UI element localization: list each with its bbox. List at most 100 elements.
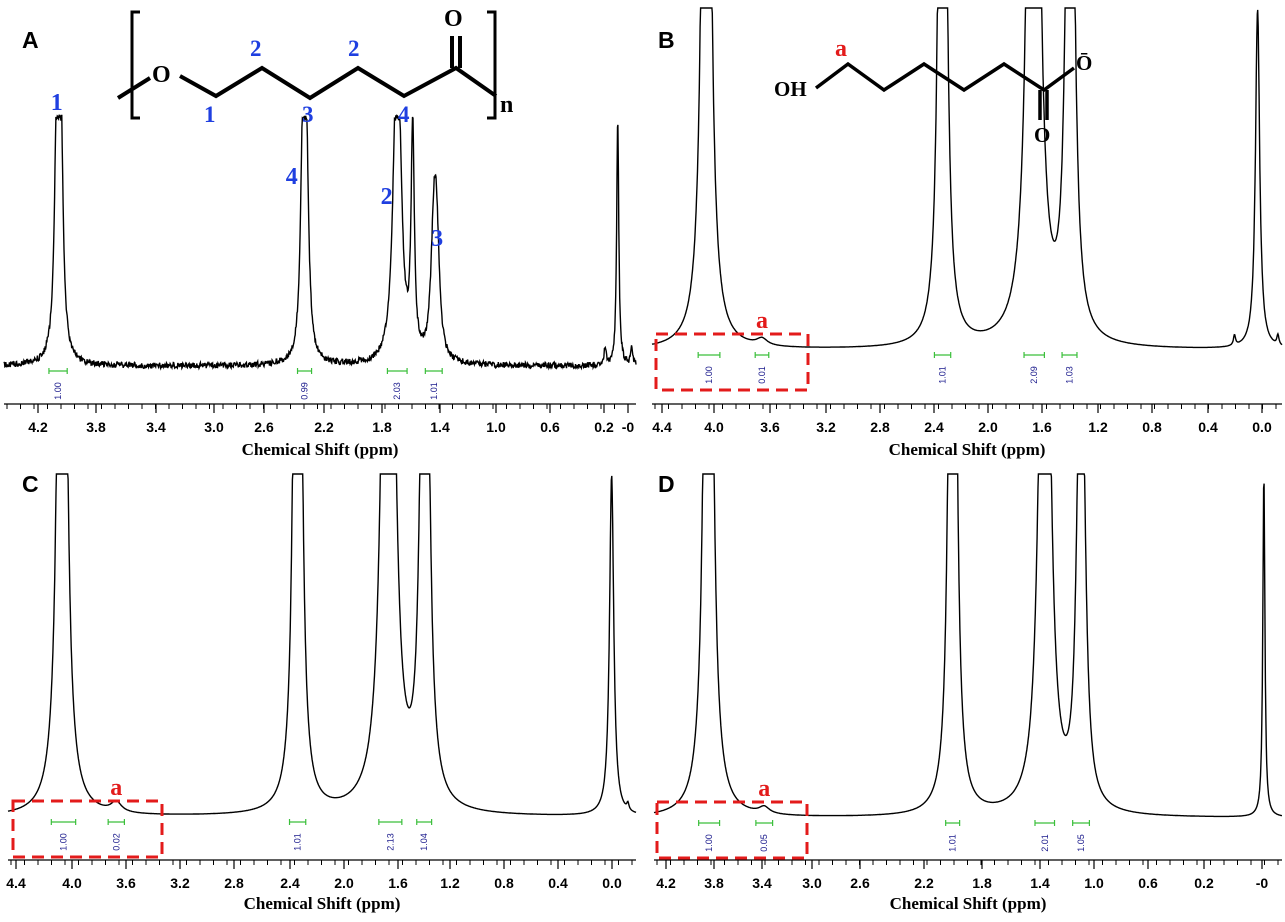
integral-bracket <box>933 352 952 358</box>
x-tick-label: 2.0 <box>978 419 998 435</box>
structure-b-carbonyl-oxygen: O <box>1034 123 1050 147</box>
structure-a-carbon-2b: 2 <box>348 36 360 61</box>
structure-a-bonds <box>116 65 498 101</box>
integral-value: 1.01 <box>429 382 439 400</box>
panel-letter-a: A <box>22 27 39 53</box>
integral-value: 1.05 <box>1076 834 1086 852</box>
integral-value: 0.01 <box>757 366 767 384</box>
integral-value: 1.01 <box>293 833 303 851</box>
integral-bracket <box>698 820 721 826</box>
spectrum-trace-d <box>653 473 1282 818</box>
structure-a-carbonyl-oxygen: O <box>444 6 463 32</box>
x-tick-label: 0.2 <box>594 419 614 435</box>
x-tick-label: 0.4 <box>548 875 568 891</box>
peak-label-a: a <box>756 308 768 334</box>
x-tick-label: 4.2 <box>656 875 676 891</box>
x-tick-label: 2.8 <box>224 875 244 891</box>
integral-value: 1.01 <box>938 366 948 384</box>
spectrum-trace-c <box>7 473 637 816</box>
integral-bracket <box>1061 352 1078 358</box>
integral-bracket <box>1034 820 1056 826</box>
x-tick-label: 2.2 <box>314 419 334 435</box>
integral-value: 1.03 <box>1065 366 1075 384</box>
x-tick-label: 0.8 <box>1142 419 1162 435</box>
structure-b-hydroxyl: OH <box>774 77 807 101</box>
x-tick-label: 1.8 <box>372 419 392 435</box>
panel-letter-b: B <box>658 27 675 53</box>
x-tick-label: 3.2 <box>816 419 836 435</box>
x-tick-label: 2.8 <box>870 419 890 435</box>
x-tick-label: 2.6 <box>850 875 870 891</box>
x-tick-label: 4.4 <box>652 419 672 435</box>
integral-value: 1.00 <box>53 382 63 400</box>
x-axis-label: Chemical Shift (ppm) <box>242 440 399 459</box>
hydroxyl-region-highlight <box>655 800 809 860</box>
peak-label-a: a <box>110 775 122 801</box>
integral-value: 0.05 <box>759 834 769 852</box>
structure-b-anion-oxygen: Ō <box>1076 51 1092 75</box>
structure-a-carbon-3: 3 <box>302 102 314 127</box>
x-tick-label: 1.0 <box>486 419 506 435</box>
hydroxyl-region-highlight <box>654 332 810 392</box>
integral-bracket <box>107 819 125 825</box>
structure-a-bracket-left <box>130 10 140 120</box>
x-tick-label: 4.0 <box>62 875 82 891</box>
integral-bracket <box>945 820 961 826</box>
peak-label-1: 1 <box>51 90 63 116</box>
x-tick-label: 3.0 <box>802 875 822 891</box>
structure-b-carbonyl-bond <box>1038 90 1049 120</box>
integral-value: 2.09 <box>1029 366 1039 384</box>
integral-value: 2.03 <box>392 382 402 400</box>
integral-bracket <box>386 368 408 374</box>
x-tick-label: 2.4 <box>924 419 944 435</box>
integral-bracket <box>296 368 313 374</box>
hydroxyhexanoate-structure: OH O Ō a <box>774 36 1092 147</box>
structure-a-subscript: n <box>500 92 513 118</box>
x-tick-label: 0.8 <box>494 875 514 891</box>
peak-label-4: 4 <box>286 164 298 190</box>
integral-bracket <box>48 368 68 374</box>
x-tick-label: 4.2 <box>28 419 48 435</box>
x-tick-label: 3.8 <box>704 875 724 891</box>
peak-label-a: a <box>758 776 770 802</box>
integral-value: 1.00 <box>704 834 714 852</box>
x-tick-label: 1.0 <box>1084 875 1104 891</box>
x-tick-label: 2.0 <box>334 875 354 891</box>
integral-bracket <box>50 819 77 825</box>
integral-value: 1.01 <box>948 834 958 852</box>
x-tick-label: 0.6 <box>1138 875 1158 891</box>
panel-d: D 4.2 3.8 3.4 3.0 2.6 2.2 1.8 1.4 1.0 0.6 0.2 -0 Che… <box>653 471 1282 913</box>
x-tick-label: -0 <box>622 419 635 435</box>
panel-letter-d: D <box>658 471 675 497</box>
integral-bracket <box>288 819 307 825</box>
integral-value: 2.13 <box>385 833 395 851</box>
integral-value: 0.02 <box>111 833 121 851</box>
x-tick-label: 1.2 <box>1088 419 1108 435</box>
x-tick-label: 3.4 <box>146 419 166 435</box>
x-tick-label: 3.4 <box>752 875 772 891</box>
x-tick-label: 0.4 <box>1198 419 1218 435</box>
spectrum-trace-b <box>651 7 1283 349</box>
x-tick-label: 1.2 <box>440 875 460 891</box>
x-tick-label: 3.6 <box>116 875 136 891</box>
integral-value: 1.04 <box>419 833 429 851</box>
x-tick-label: 0.0 <box>1252 419 1272 435</box>
panel-a: A 4.2 3.8 3.4 3.0 2.6 2.2 1.8 1.4 1.0 0.6 0.2 -0 Che… <box>3 27 637 459</box>
x-tick-label: 0.6 <box>540 419 560 435</box>
panel-c: C 4.4 4.0 3.6 3.2 2.8 2.4 2.0 1.6 1.2 0.8 0.4 0.0 Ch… <box>6 471 637 913</box>
x-tick-label: 1.6 <box>1032 419 1052 435</box>
integral-bracket <box>424 368 443 374</box>
x-tick-label: 2.4 <box>280 875 300 891</box>
structure-a-oxygen: O <box>152 62 171 88</box>
integral-value: 0.99 <box>300 382 310 400</box>
integral-bracket <box>378 819 403 825</box>
integral-bracket <box>416 819 433 825</box>
structure-a-carbon-4: 4 <box>398 102 410 127</box>
x-tick-label: 0.0 <box>602 875 622 891</box>
x-tick-label: 3.8 <box>86 419 106 435</box>
integral-bracket <box>754 352 770 358</box>
structure-b-bonds <box>814 61 1076 93</box>
integral-value: 1.00 <box>704 366 714 384</box>
x-axis-label: Chemical Shift (ppm) <box>244 894 401 913</box>
